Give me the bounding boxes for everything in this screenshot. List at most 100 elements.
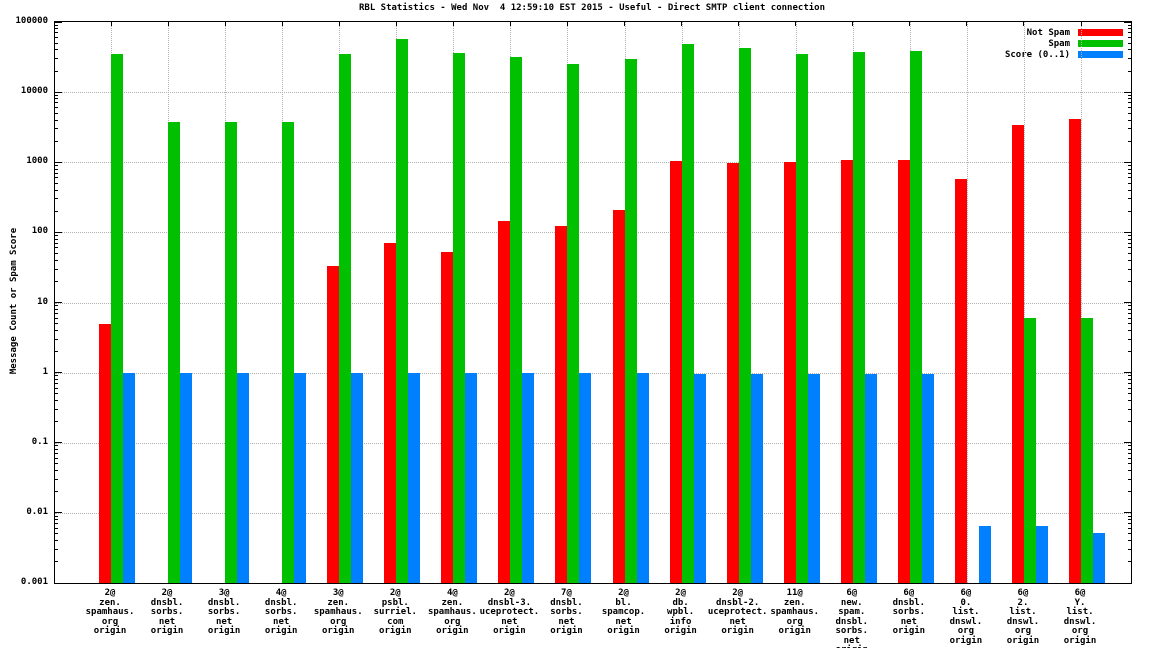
x-group-tick	[167, 22, 169, 26]
y-minor-tick	[1128, 338, 1131, 340]
bar-spam	[339, 53, 352, 583]
x-group-label: 7@ dnsbl. sorbs. net origin	[550, 588, 583, 636]
bar-score	[1035, 526, 1048, 583]
chart-title: RBL Statistics - Wed Nov 4 12:59:10 EST …	[359, 3, 825, 13]
y-minor-tick	[1128, 210, 1131, 212]
x-group-label: 6@ new. spam. dnsbl. sorbs. net origin	[835, 588, 869, 648]
bar-not-spam	[327, 266, 340, 583]
y-minor-tick	[1128, 112, 1131, 114]
legend-swatch-score	[1078, 51, 1123, 58]
y-minor-tick	[1128, 164, 1131, 166]
y-minor-tick	[1128, 172, 1131, 174]
bar-score	[921, 374, 934, 583]
y-minor-tick	[1128, 329, 1131, 331]
gridline-horizontal	[55, 512, 1131, 514]
bar-score	[864, 374, 877, 583]
y-minor-tick	[1128, 561, 1131, 563]
y-minor-tick	[1128, 140, 1131, 142]
legend-row-not-spam: Not Spam	[1005, 27, 1123, 38]
bar-score	[579, 372, 592, 583]
bar-spam	[168, 122, 181, 583]
y-minor-tick	[55, 94, 58, 96]
x-group-label: 11@ zen. spamhaus. org origin	[770, 588, 820, 636]
y-minor-tick	[55, 247, 58, 249]
y-minor-tick	[1128, 523, 1131, 525]
y-minor-tick	[1128, 408, 1131, 410]
y-minor-tick	[1128, 259, 1131, 261]
y-minor-tick	[55, 329, 58, 331]
y-minor-tick	[55, 533, 58, 535]
y-minor-tick	[55, 102, 58, 104]
y-minor-tick	[55, 42, 58, 44]
y-major-tick	[55, 91, 62, 93]
bar-score	[351, 372, 364, 583]
y-minor-tick	[55, 168, 58, 170]
y-major-tick	[55, 512, 62, 514]
y-tick-label: 0.001	[20, 577, 48, 587]
y-minor-tick	[1128, 119, 1131, 121]
y-minor-tick	[1128, 540, 1131, 542]
y-minor-tick	[55, 375, 58, 377]
y-minor-tick	[55, 37, 58, 39]
y-minor-tick	[55, 70, 58, 72]
y-minor-tick	[1128, 280, 1131, 282]
y-minor-tick	[55, 491, 58, 493]
y-minor-tick	[1128, 351, 1131, 352]
x-group-tick	[281, 22, 283, 26]
gridline-vertical	[1023, 22, 1025, 583]
gridline-vertical	[966, 22, 968, 583]
y-minor-tick	[1128, 382, 1131, 384]
bar-not-spam	[498, 221, 511, 583]
y-major-tick	[55, 442, 62, 444]
bar-spam	[1081, 318, 1094, 583]
bar-not-spam	[99, 323, 111, 583]
y-minor-tick	[1128, 198, 1131, 200]
y-major-tick	[1124, 91, 1131, 93]
y-minor-tick	[1128, 453, 1131, 455]
x-group-tick	[966, 579, 968, 583]
y-major-tick	[1124, 302, 1131, 303]
y-minor-tick	[55, 351, 58, 352]
y-major-tick	[1124, 582, 1131, 584]
y-minor-tick	[55, 140, 58, 142]
x-group-label: 2@ dnsbl. sorbs. net origin	[150, 588, 184, 636]
y-minor-tick	[55, 107, 58, 109]
x-group-tick	[795, 22, 797, 26]
x-group-tick	[224, 22, 226, 26]
bar-score	[1093, 532, 1106, 583]
bar-not-spam	[612, 209, 625, 583]
y-minor-tick	[1128, 242, 1131, 244]
bar-spam	[852, 52, 865, 583]
bar-spam	[909, 51, 922, 583]
bar-not-spam	[1069, 119, 1082, 583]
y-minor-tick	[55, 549, 58, 551]
y-major-tick	[55, 161, 62, 163]
y-major-tick	[1124, 21, 1131, 23]
y-major-tick	[55, 21, 62, 23]
x-group-tick	[624, 22, 626, 26]
bar-score	[294, 372, 307, 583]
y-minor-tick	[1128, 70, 1131, 72]
y-major-tick	[1124, 231, 1131, 233]
bar-spam	[453, 53, 466, 583]
y-minor-tick	[55, 421, 58, 423]
bar-spam	[396, 38, 409, 583]
x-group-tick	[452, 22, 454, 26]
gridline-horizontal	[55, 442, 1131, 444]
x-group-tick	[1080, 22, 1082, 26]
y-tick-label: 0.1	[31, 436, 48, 447]
x-group-tick	[738, 22, 740, 26]
gridline-horizontal	[55, 232, 1131, 234]
y-minor-tick	[1128, 94, 1131, 96]
y-minor-tick	[55, 172, 58, 174]
legend-swatch-spam	[1078, 40, 1123, 47]
y-minor-tick	[55, 382, 58, 384]
x-group-label: 2@ dnsbl-2. uceprotect. net origin	[707, 588, 768, 636]
y-major-tick	[1124, 372, 1131, 374]
legend-label-not-spam: Not Spam	[1026, 27, 1070, 38]
y-minor-tick	[55, 280, 58, 282]
y-minor-tick	[1128, 189, 1131, 191]
y-minor-tick	[1128, 375, 1131, 377]
gridline-vertical	[1081, 22, 1083, 583]
y-minor-tick	[55, 445, 58, 447]
